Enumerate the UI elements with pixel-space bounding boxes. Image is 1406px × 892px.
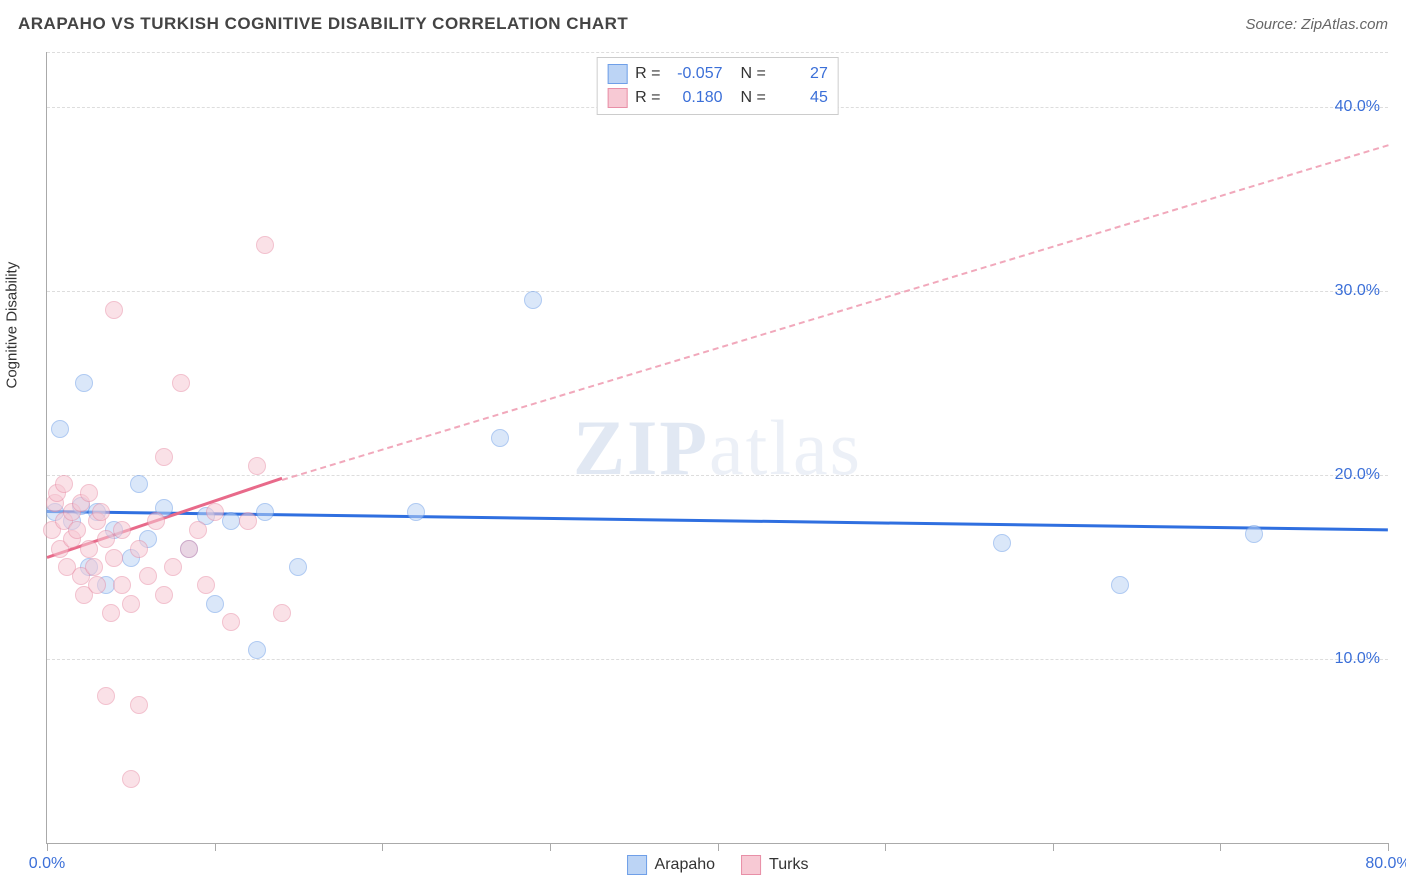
swatch-icon [607,64,627,84]
legend-label: Turks [769,856,808,874]
x-tick [1053,843,1054,851]
x-tick [1220,843,1221,851]
data-point [524,291,542,309]
x-tick [550,843,551,851]
r-value: 0.180 [671,89,723,107]
data-point [206,595,224,613]
data-point [113,521,131,539]
data-point [130,696,148,714]
data-point [1111,576,1129,594]
r-value: -0.057 [671,65,723,83]
x-tick [718,843,719,851]
n-value: 27 [776,65,828,83]
swatch-icon [607,88,627,108]
data-point [273,604,291,622]
gridline [47,659,1388,660]
gridline [47,475,1388,476]
data-point [206,503,224,521]
data-point [222,613,240,631]
data-point [222,512,240,530]
data-point [68,521,86,539]
data-point [55,475,73,493]
data-point [1245,525,1263,543]
stats-legend-row: R = -0.057 N = 27 [607,62,828,86]
swatch-icon [741,855,761,875]
gridline [47,52,1388,53]
plot-area: ZIPatlas R = -0.057 N = 27 R = 0.180 N =… [46,52,1388,844]
n-value: 45 [776,89,828,107]
legend-item: Turks [741,855,808,875]
watermark: ZIPatlas [573,403,862,493]
stats-legend: R = -0.057 N = 27 R = 0.180 N = 45 [596,57,839,115]
data-point [92,503,110,521]
x-tick [215,843,216,851]
data-point [407,503,425,521]
x-tick [1388,843,1389,851]
x-tick [47,843,48,851]
data-point [75,374,93,392]
r-label: R = [635,89,660,107]
source-credit: Source: ZipAtlas.com [1245,16,1388,33]
data-point [256,503,274,521]
swatch-icon [627,855,647,875]
n-label: N = [741,65,766,83]
data-point [155,448,173,466]
data-point [80,540,98,558]
data-point [491,429,509,447]
data-point [130,475,148,493]
data-point [147,512,165,530]
gridline [47,291,1388,292]
legend-label: Arapaho [655,856,716,874]
data-point [97,530,115,548]
data-point [88,576,106,594]
data-point [155,586,173,604]
data-point [248,641,266,659]
stats-legend-row: R = 0.180 N = 45 [607,86,828,110]
x-tick-label: 0.0% [29,855,65,873]
x-tick-label: 80.0% [1365,855,1406,873]
data-point [256,236,274,254]
y-tick-label: 40.0% [1335,98,1380,116]
data-point [248,457,266,475]
data-point [172,374,190,392]
chart-title: ARAPAHO VS TURKISH COGNITIVE DISABILITY … [18,14,628,34]
data-point [122,770,140,788]
data-point [993,534,1011,552]
data-point [85,558,103,576]
data-point [102,604,120,622]
data-point [122,595,140,613]
trend-line [281,144,1388,481]
data-point [130,540,148,558]
data-point [105,301,123,319]
y-tick-label: 30.0% [1335,282,1380,300]
x-tick [885,843,886,851]
data-point [80,484,98,502]
data-point [139,567,157,585]
x-tick [382,843,383,851]
y-axis-title: Cognitive Disability [4,262,21,389]
data-point [164,558,182,576]
legend-item: Arapaho [627,855,716,875]
r-label: R = [635,65,660,83]
y-tick-label: 10.0% [1335,650,1380,668]
data-point [289,558,307,576]
series-legend: Arapaho Turks [627,855,809,875]
data-point [189,521,207,539]
data-point [197,576,215,594]
data-point [97,687,115,705]
data-point [105,549,123,567]
data-point [239,512,257,530]
data-point [113,576,131,594]
y-tick-label: 20.0% [1335,466,1380,484]
n-label: N = [741,89,766,107]
data-point [180,540,198,558]
data-point [51,420,69,438]
